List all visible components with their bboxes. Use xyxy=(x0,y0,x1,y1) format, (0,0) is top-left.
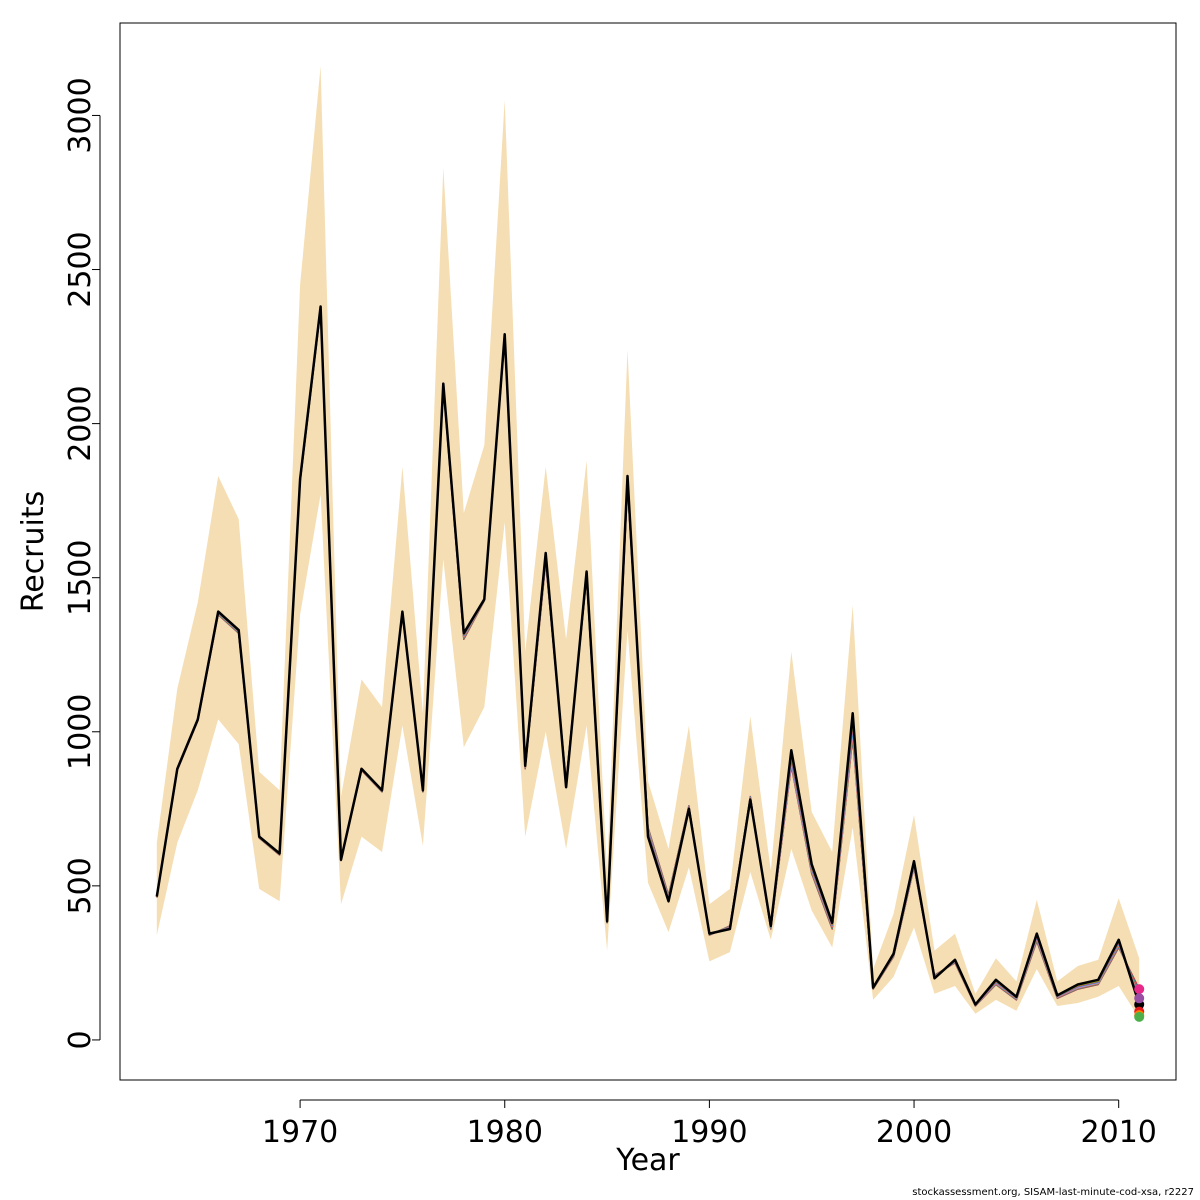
terminal-point-3 xyxy=(1134,993,1145,1004)
y-tick-label: 1000 xyxy=(63,694,98,770)
confidence-band-layer xyxy=(156,66,1140,1019)
main-series-line xyxy=(155,305,1141,1006)
x-tick-label: 1970 xyxy=(262,1115,338,1150)
y-tick-label: 0 xyxy=(63,1030,98,1049)
x-tick-label: 2000 xyxy=(876,1115,952,1150)
y-tick-label: 500 xyxy=(63,857,98,914)
y-tick-label: 1500 xyxy=(63,540,98,616)
plot-frame xyxy=(119,22,1177,1081)
series-lines-layer xyxy=(155,305,1141,1007)
confidence-band xyxy=(156,66,1140,1019)
x-tick-label: 2010 xyxy=(1081,1115,1157,1150)
terminal-point-2 xyxy=(1134,984,1145,995)
x-tick-label: 1980 xyxy=(467,1115,543,1150)
terminal-point-6 xyxy=(1134,1011,1145,1022)
credit-text: stockassessment.org, SISAM-last-minute-c… xyxy=(912,1187,1194,1198)
y-tick-label: 2000 xyxy=(63,385,98,461)
terminal-points-layer xyxy=(1134,984,1145,1022)
x-tick-label: 1990 xyxy=(671,1115,747,1150)
y-tick-label: 3000 xyxy=(63,77,98,153)
x-axis-title: Year xyxy=(615,1143,680,1178)
y-axis-title: Recruits xyxy=(16,491,51,613)
y-tick-label: 2500 xyxy=(63,231,98,307)
axes-layer: 1970 1980 1990 2000 2010 0 500 1000 1500 2000 2500… xyxy=(63,77,1157,1150)
